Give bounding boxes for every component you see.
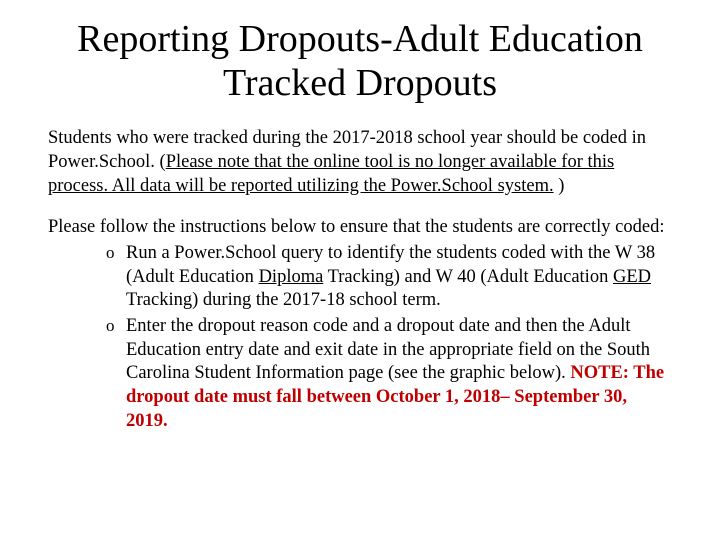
li1-ged: GED — [613, 267, 651, 287]
intro-text-3: ) — [554, 176, 565, 196]
title: Reporting Dropouts-Adult Education Track… — [48, 18, 672, 105]
slide: Reporting Dropouts-Adult Education Track… — [0, 0, 720, 540]
li1-diploma: Diploma — [259, 267, 324, 287]
list-item: Enter the dropout reason code and a drop… — [106, 315, 672, 433]
instruction-list: Run a Power.School query to identify the… — [48, 242, 672, 433]
instructions-lead: Please follow the instructions below to … — [48, 216, 672, 240]
li1-c: Tracking) and W 40 (Adult Education — [323, 267, 613, 287]
li1-e: Tracking) during the 2017-18 school term… — [126, 290, 441, 310]
list-item: Run a Power.School query to identify the… — [106, 242, 672, 313]
intro-paragraph: Students who were tracked during the 201… — [48, 127, 672, 198]
